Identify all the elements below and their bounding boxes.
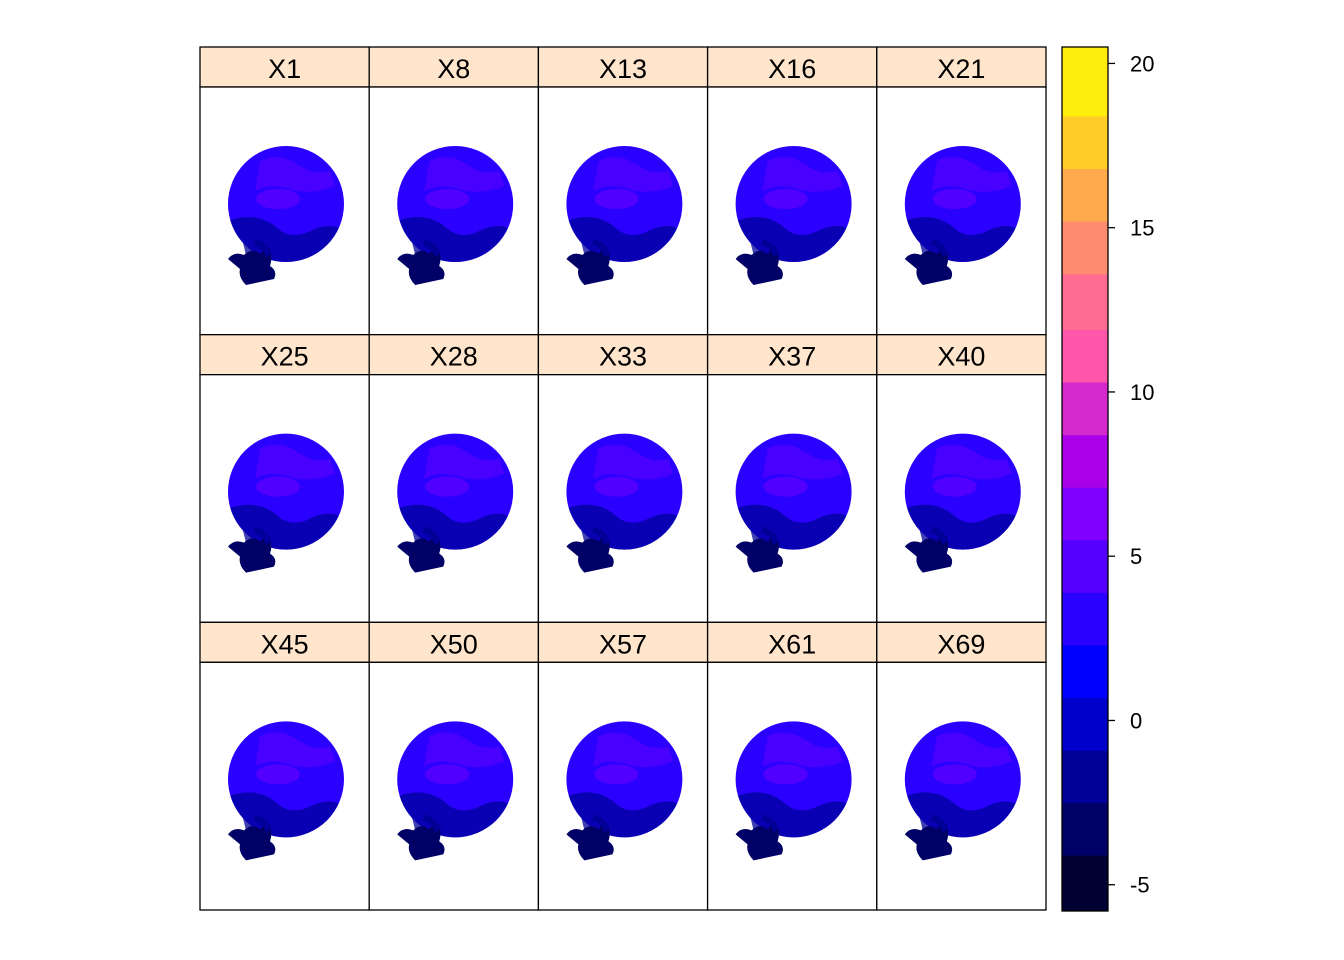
panel-x33: X33 xyxy=(537,334,709,623)
colorbar-swatch xyxy=(1062,382,1108,436)
panel-strip-label: X16 xyxy=(768,54,816,84)
panel-strip-label: X57 xyxy=(599,629,647,659)
colorbar-swatch xyxy=(1062,855,1108,912)
panel-strip-label: X13 xyxy=(599,54,647,84)
panel-strip-label: X1 xyxy=(268,54,301,84)
panel-x16: X16 xyxy=(706,46,878,336)
colorbar-tick-label: 20 xyxy=(1130,51,1154,76)
map-raster xyxy=(904,721,1021,861)
panel-x50: X50 xyxy=(368,621,540,911)
panel-strip xyxy=(199,334,370,376)
colorbar-tick-label: 0 xyxy=(1130,708,1142,733)
colorbar-swatch xyxy=(1062,47,1108,117)
panel-strip xyxy=(368,621,540,663)
panel-strip xyxy=(537,334,709,376)
panel-x8: X8 xyxy=(368,46,540,336)
colorbar-swatch xyxy=(1062,750,1108,804)
panel-x57: X57 xyxy=(537,621,709,911)
panel-strip xyxy=(199,46,370,88)
panel-x28: X28 xyxy=(368,334,540,623)
panel-x69: X69 xyxy=(876,621,1047,911)
colorbar-tick-label: 5 xyxy=(1130,544,1142,569)
panel-strip xyxy=(537,621,709,663)
colorbar-swatch xyxy=(1062,539,1108,593)
map-raster xyxy=(566,433,683,573)
panel-strip-label: X25 xyxy=(261,342,309,372)
map-raster xyxy=(735,721,852,861)
colorbar-legend: -5 0 5 10 15 20 xyxy=(1061,46,1154,912)
colorbar-swatch xyxy=(1062,115,1108,170)
panel-x25: X25 xyxy=(199,334,370,623)
panel-x13: X13 xyxy=(537,46,709,336)
panel-strip xyxy=(706,621,878,663)
panel-strip-label: X40 xyxy=(937,342,985,372)
map-raster xyxy=(228,146,344,285)
colorbar-tick-label: 10 xyxy=(1130,380,1154,405)
colorbar-swatch xyxy=(1062,487,1108,541)
map-raster xyxy=(228,433,344,573)
colorbar-frame xyxy=(1061,46,1109,912)
panel-strip-label: X50 xyxy=(430,629,478,659)
panel-strip-label: X61 xyxy=(768,629,816,659)
panel-grid: X1 X8 X13 X16 X21 X25 X28 X33 X37 X40 X45 X50 X57 X61… xyxy=(199,46,1047,911)
colorbar-swatch xyxy=(1062,221,1108,275)
colorbar-swatch xyxy=(1062,592,1108,646)
colorbar-swatch xyxy=(1062,434,1108,488)
panel-x45: X45 xyxy=(199,621,370,911)
panel-x61: X61 xyxy=(706,621,878,911)
colorbar-swatch xyxy=(1062,273,1108,331)
panel-strip-label: X8 xyxy=(437,54,470,84)
panel-x37: X37 xyxy=(706,334,878,623)
colorbar-swatch xyxy=(1062,802,1108,856)
panel-strip-label: X33 xyxy=(599,342,647,372)
panel-strip-label: X69 xyxy=(937,629,985,659)
colorbar-tick-label: -5 xyxy=(1130,873,1150,898)
map-raster xyxy=(228,721,344,861)
panel-strip-label: X28 xyxy=(430,342,478,372)
panel-x1: X1 xyxy=(199,46,370,336)
panel-x40: X40 xyxy=(876,334,1047,623)
panel-strip-label: X37 xyxy=(768,342,816,372)
colorbar-swatch xyxy=(1062,168,1108,222)
panel-strip xyxy=(876,334,1047,376)
colorbar-tick-label: 15 xyxy=(1130,216,1154,241)
colorbar-swatch xyxy=(1062,329,1108,383)
panel-strip-label: X45 xyxy=(261,629,309,659)
colorbar-swatch xyxy=(1062,697,1108,751)
panel-strip-label: X21 xyxy=(937,54,985,84)
panel-x21: X21 xyxy=(876,46,1047,336)
map-raster xyxy=(397,146,514,285)
colorbar-swatch xyxy=(1062,644,1108,698)
panel-strip xyxy=(876,46,1047,88)
